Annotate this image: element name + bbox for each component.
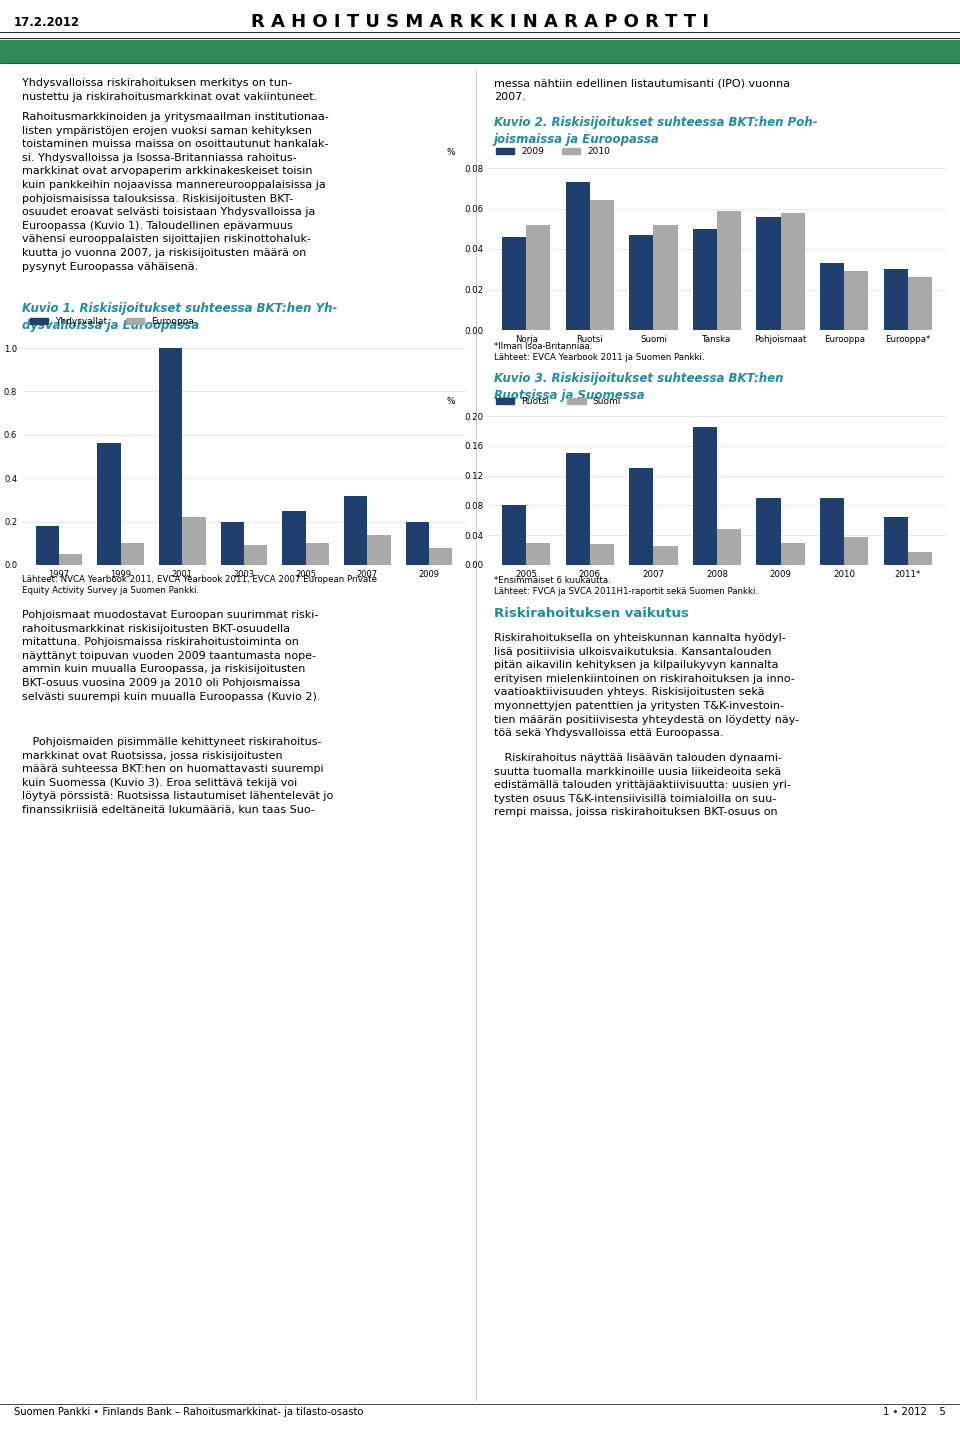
Text: Kuvio 3. Riskisijoitukset suhteessa BKT:hen
Ruotsissa ja Suomessa: Kuvio 3. Riskisijoitukset suhteessa BKT:… [494, 373, 783, 402]
Text: Pohjoismaiden pisimmälle kehittyneet riskirahoitus-
markkinat ovat Ruotsissa, jo: Pohjoismaiden pisimmälle kehittyneet ris… [22, 737, 333, 815]
Text: %: % [446, 396, 455, 406]
Legend: Yhdysvallat, Eurooppa: Yhdysvallat, Eurooppa [27, 313, 198, 329]
Bar [780, 213, 804, 331]
Bar [820, 497, 844, 566]
Text: 17.2.2012: 17.2.2012 [14, 16, 80, 29]
Bar [629, 468, 654, 566]
Bar [97, 444, 121, 566]
Bar [182, 518, 205, 566]
Bar [565, 454, 589, 566]
Bar [883, 516, 908, 566]
Text: *Ilman Isoa-Britanniaa.
Lähteet: EVCA Yearbook 2011 ja Suomen Pankki.: *Ilman Isoa-Britanniaa. Lähteet: EVCA Ye… [494, 342, 705, 362]
Bar [282, 510, 305, 566]
Text: Riskirahoituksen vaikutus: Riskirahoituksen vaikutus [494, 608, 689, 621]
Text: messa nähtiin edellinen listautumisanti (IPO) vuonna
2007.: messa nähtiin edellinen listautumisanti … [494, 78, 790, 102]
Legend: Ruotsi, Suomi: Ruotsi, Suomi [492, 394, 625, 410]
Text: Riskirahoitus näyttää lisäävän talouden dynaami-
suutta tuomalla markkinoille uu: Riskirahoitus näyttää lisäävän talouden … [494, 753, 791, 818]
Text: R A H O I T U S M A R K K I N A R A P O R T T I: R A H O I T U S M A R K K I N A R A P O … [251, 13, 709, 30]
Bar [589, 544, 614, 566]
Text: Kuvio 1. Riskisijoitukset suhteessa BKT:hen Yh-
dysvalloissa ja Euroopassa: Kuvio 1. Riskisijoitukset suhteessa BKT:… [22, 302, 337, 332]
Bar [908, 551, 932, 566]
Text: Lähteet: NVCA Yearbook 2011, EVCA Yearbook 2011, EVCA 2007 European Private
Equi: Lähteet: NVCA Yearbook 2011, EVCA Yearbo… [22, 576, 377, 594]
Bar [654, 547, 678, 566]
Bar [405, 522, 429, 566]
Bar [654, 225, 678, 331]
Bar [589, 200, 614, 331]
Text: Kuvio 2. Riskisijoitukset suhteessa BKT:hen Poh-
joismaissa ja Euroopassa: Kuvio 2. Riskisijoitukset suhteessa BKT:… [494, 116, 818, 145]
Text: Rahoitusmarkkinoiden ja yritysmaailman institutionaa-
listen ympäristöjen erojen: Rahoitusmarkkinoiden ja yritysmaailman i… [22, 112, 328, 271]
Bar [121, 544, 144, 566]
Text: 1 • 2012    5: 1 • 2012 5 [883, 1406, 946, 1417]
Bar [526, 542, 550, 566]
Bar [756, 216, 780, 331]
Text: Yhdysvalloissa riskirahoituksen merkitys on tun-
nustettu ja riskirahoitusmarkki: Yhdysvalloissa riskirahoituksen merkitys… [22, 78, 317, 102]
Bar [221, 522, 244, 566]
Text: Pohjoismaat muodostavat Euroopan suurimmat riski-
rahoitusmarkkinat riskisijoitu: Pohjoismaat muodostavat Euroopan suurimm… [22, 610, 321, 702]
Bar [368, 535, 391, 566]
Bar [717, 210, 741, 331]
Bar [844, 271, 869, 331]
Text: *Ensimmäiset 6 kuukautta.
Lähteet: FVCA ja SVCA 2011H1-raportit sekä Suomen Pank: *Ensimmäiset 6 kuukautta. Lähteet: FVCA … [494, 576, 758, 596]
Bar [693, 428, 717, 566]
Bar [429, 548, 452, 566]
Text: Suomen Pankki • Finlands Bank – Rahoitusmarkkinat- ja tilasto-osasto: Suomen Pankki • Finlands Bank – Rahoitus… [14, 1406, 364, 1417]
Bar [780, 542, 804, 566]
Bar [502, 506, 526, 566]
Bar [717, 529, 741, 566]
Bar [883, 270, 908, 331]
Bar [820, 264, 844, 331]
Bar [629, 235, 654, 331]
Legend: 2009, 2010: 2009, 2010 [492, 144, 614, 160]
Bar [908, 277, 932, 331]
Bar [305, 544, 329, 566]
Bar [502, 236, 526, 331]
Bar [844, 536, 869, 566]
Bar [36, 526, 59, 566]
Bar [59, 554, 83, 566]
Bar [565, 183, 589, 331]
Bar [526, 225, 550, 331]
Bar [344, 496, 368, 566]
Text: %: % [446, 148, 455, 157]
Bar [0, 41, 960, 62]
Bar [244, 545, 268, 566]
Text: Riskirahoituksella on yhteiskunnan kannalta hyödyl-
lisä positiivisia ulkoisvaik: Riskirahoituksella on yhteiskunnan kanna… [494, 634, 799, 738]
Bar [159, 348, 182, 566]
Bar [693, 229, 717, 331]
Bar [756, 497, 780, 566]
